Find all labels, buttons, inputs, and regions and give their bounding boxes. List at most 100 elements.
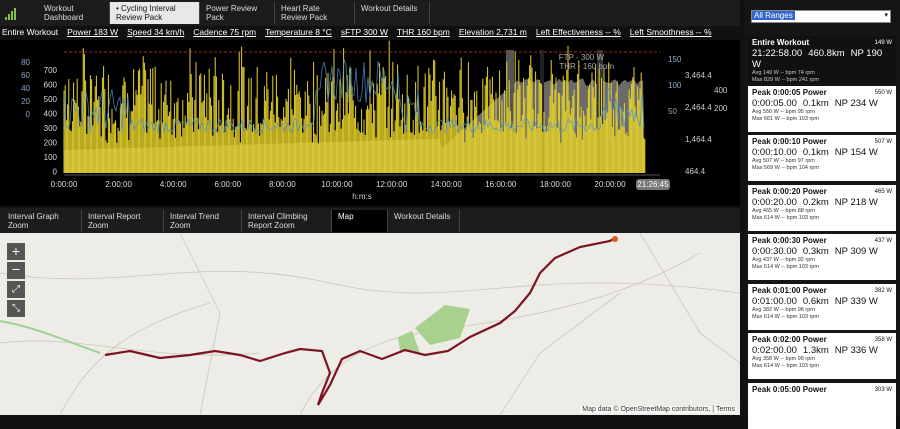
range-dropdown[interactable]: All Ranges ▾ (751, 10, 891, 23)
x-tick-label: 20:00:00 (594, 180, 626, 189)
axis-label: 464.4 (685, 167, 706, 176)
axis-label: 50 (668, 107, 677, 116)
interval-max: Max 614 W -- bpm 103 rpm (752, 214, 819, 221)
interval-avg: Avg 382 W -- bpm 98 rpm (752, 306, 815, 313)
interval-main: 0:00:20.00 0.2km NP 218 W (752, 197, 892, 208)
map: + − ⤢ ⤡ Map data © OpenStreetMap contrib… (0, 233, 740, 415)
interval-duration: 21:22:58.00 (752, 48, 803, 59)
interval-max: Max 614 W -- bpm 103 rpm (752, 313, 819, 320)
axis-label: 500 (44, 95, 58, 104)
map-controls: + − ⤢ ⤡ (7, 243, 25, 321)
interval-card[interactable]: Peak 0:00:05 Power 550 W 0:00:05.00 0.1km NP… (748, 85, 896, 132)
interval-max: Max 661 W -- bpm 103 rpm (752, 115, 819, 122)
x-tick-label: 10:00:00 (321, 180, 353, 189)
interval-main: 21:22:58.00 460.8km NP 190 W (752, 48, 892, 70)
subtab[interactable]: Map (332, 210, 388, 232)
interval-main: 0:00:10.00 0.1km NP 154 W (752, 147, 892, 158)
axis-label: 20 (21, 97, 30, 106)
tab[interactable]: • Cycling Interval Review Pack (110, 2, 200, 24)
interval-max: Max 614 W -- bpm 103 rpm (752, 363, 819, 369)
x-tick-label: 4:00:00 (160, 180, 187, 189)
subtab[interactable]: Interval Climbing Report Zoom (242, 210, 332, 232)
interval-np: NP 336 W (834, 345, 878, 356)
interval-duration: 0:00:30.00 (752, 246, 797, 257)
axis-label: 300 (44, 124, 58, 133)
summary-item: Power 183 W (67, 27, 119, 37)
interval-distance: 0.1km (802, 147, 829, 158)
interval-np: NP 190 W (752, 48, 883, 70)
fullscreen[interactable]: ⤢ (7, 281, 25, 298)
x-tick-label: 2:00:00 (105, 180, 132, 189)
interval-avg: Avg 437 W -- bpm 92 rpm (752, 257, 815, 263)
tab[interactable]: Heart Rate Review Pack (275, 2, 355, 24)
subtab[interactable]: Interval Trend Zoom (164, 210, 242, 232)
interval-power: 437 W (874, 238, 892, 244)
tab-bar: Workout Dashboard • Cycling Interval Revi… (0, 0, 740, 26)
interval-distance: 0.3km (802, 246, 829, 257)
interval-distance: 0.6km (802, 295, 829, 307)
summary-item: Left Effectiveness -- % (535, 27, 621, 37)
elevation-spike (597, 50, 603, 173)
fit-route[interactable]: ⤡ (7, 300, 25, 317)
interval-np: NP 154 W (834, 147, 878, 158)
axis-label: 1,464.4 (685, 135, 712, 144)
interval-card[interactable]: Peak 0:05:00 Power 303 W (748, 382, 896, 429)
interval-card[interactable]: Peak 0:00:20 Power 465 W 0:00:20.00 0.2km NP… (748, 184, 896, 231)
axis-label: 60 (21, 71, 30, 80)
summary-item: Elevation 2,731 m (458, 27, 527, 37)
interval-avg: Avg 149 W -- bpm 74 rpm (752, 70, 815, 76)
interval-title: Peak 0:00:10 Power (752, 137, 827, 146)
tab[interactable]: Workout Dashboard (38, 2, 110, 24)
interval-title: Peak 0:00:20 Power (752, 186, 827, 196)
interval-duration: 0:00:10.00 (752, 147, 797, 158)
subtab[interactable]: Workout Details (388, 210, 460, 232)
park (398, 305, 470, 353)
signal-bar (5, 17, 7, 20)
axis-label: 0 (26, 110, 31, 119)
signal-bar (14, 8, 16, 20)
interval-card[interactable]: Peak 0:01:00 Power 382 W 0:01:00.00 0.6km NP… (748, 283, 896, 330)
dropdown-arrow: ▾ (884, 12, 888, 19)
interval-power: 303 W (874, 386, 892, 393)
zoom-in[interactable]: + (7, 243, 25, 260)
app-icon (5, 6, 19, 20)
summary-item: Left Smoothness -- % (629, 27, 712, 37)
signal-bar (8, 14, 10, 20)
interval-title: Entire Workout (752, 38, 810, 47)
interval-title: Peak 0:05:00 Power (752, 384, 827, 394)
interval-duration: 0:00:20.00 (752, 196, 797, 208)
interval-duration: 0:02:00.00 (752, 345, 797, 356)
axis-label: 80 (21, 58, 30, 67)
interval-card[interactable]: Peak 0:00:30 Power 437 W 0:00:30.00 0.3km NP… (748, 234, 896, 280)
axis-label: 100 (44, 153, 58, 162)
x-tick-label: 18:00:00 (540, 180, 572, 189)
interval-power: 149 W (874, 40, 892, 46)
interval-card[interactable]: Peak 0:00:10 Power 507 W 0:00:10.00 0.1km NP… (748, 135, 896, 181)
interval-power: 358 W (874, 337, 892, 343)
interval-avg: Avg 507 W -- bpm 97 rpm (752, 158, 815, 164)
signal-bar (11, 11, 13, 20)
summary-label: Entire Workout (2, 27, 59, 37)
subtab[interactable]: Interval Graph Zoom (2, 210, 82, 232)
x-tick-label: 16:00:00 (485, 180, 517, 189)
x-axis-label: h:m:s (352, 192, 372, 201)
subtab[interactable]: Interval Report Zoom (82, 210, 164, 232)
zoom-out[interactable]: − (7, 262, 25, 279)
tab[interactable]: Power Review Pack (200, 2, 275, 24)
route (104, 237, 616, 406)
cadence-trace (63, 59, 645, 134)
interval-card[interactable]: Peak 0:02:00 Power 358 W 0:02:00.00 1.3km NP… (748, 333, 896, 379)
interval-distance: 460.8km (808, 48, 845, 59)
interval-max: Max 614 W -- bpm 103 rpm (752, 264, 819, 270)
x-tick-label: 12:00:00 (376, 180, 408, 189)
axis-label: 0 (53, 168, 58, 177)
interval-title: Peak 0:00:05 Power (752, 87, 827, 97)
annotation: FTP - 300 W (559, 53, 605, 62)
interval-max: Max 569 W -- bpm 104 rpm (752, 165, 819, 171)
tab[interactable]: Workout Details (355, 2, 430, 24)
interval-card[interactable]: Entire Workout 149 W 21:22:58.00 460.8km NP … (748, 36, 896, 83)
annotation: THR - 160 bpm (559, 62, 614, 71)
interval-distance: 0.1km (802, 97, 829, 109)
